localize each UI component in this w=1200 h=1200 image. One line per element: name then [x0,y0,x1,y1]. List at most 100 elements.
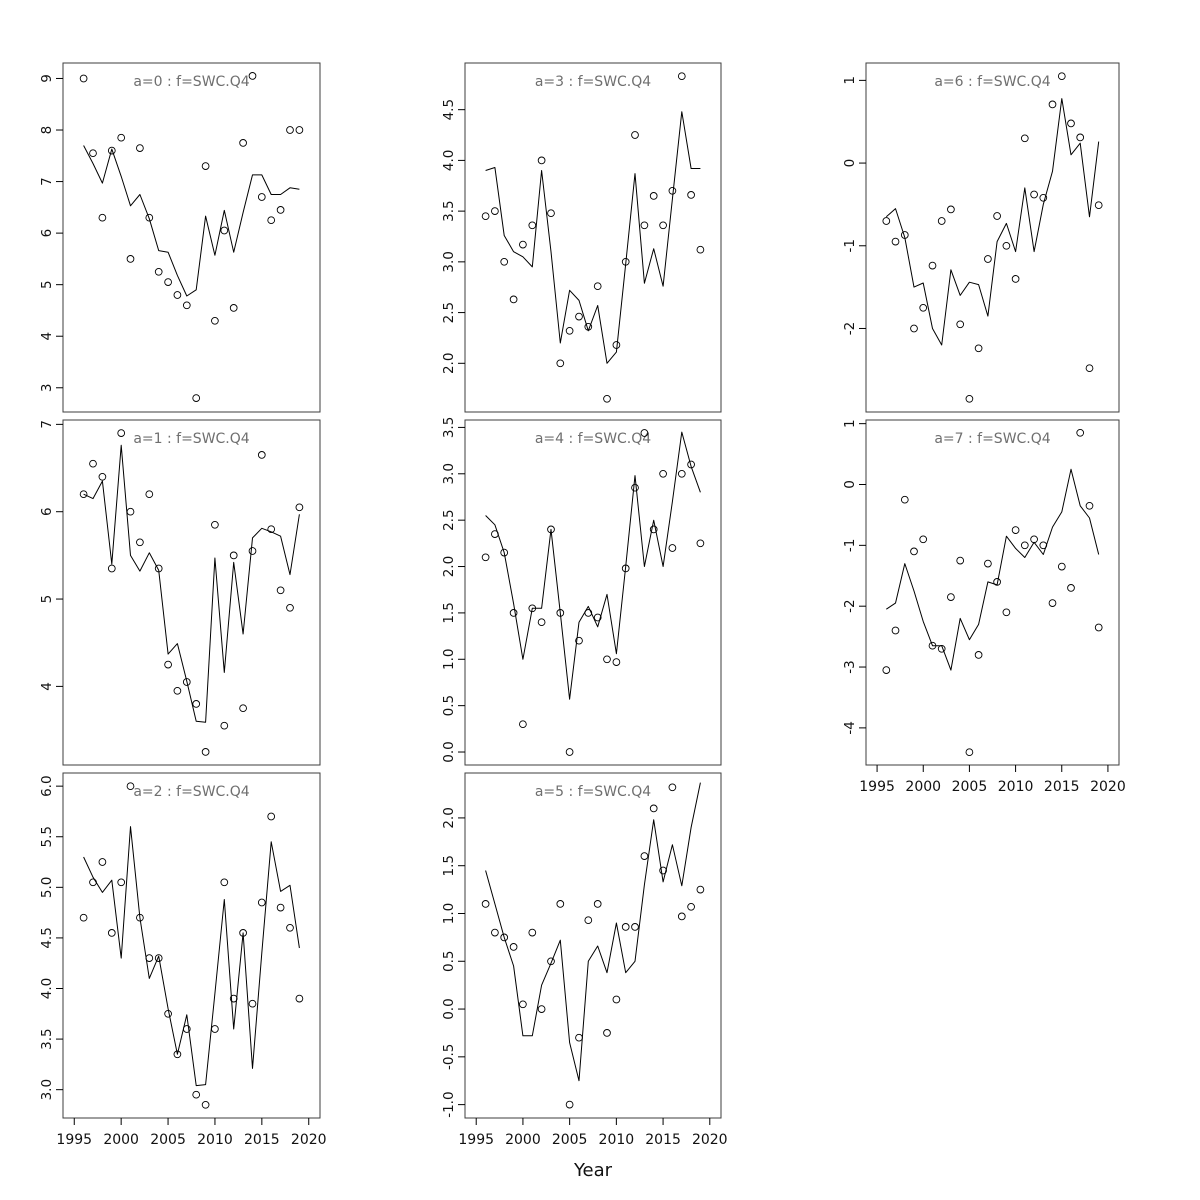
x-tick-label: 2000 [505,1132,541,1148]
y-tick-label: 3.0 [441,463,457,484]
scatter-points [481,783,705,1109]
data-point [519,1000,527,1009]
data-point [947,593,955,601]
panel-title: a=7 : f=SWC.Q4 [934,431,1050,447]
data-point [1030,190,1038,199]
x-tick-label: 2005 [552,1132,588,1148]
data-point [154,564,163,573]
x-tick-label: 1995 [56,1132,92,1148]
y-tick-label: -2 [842,322,858,335]
y-tick-label: 0.5 [441,695,457,716]
data-point [107,929,116,937]
data-point [677,469,686,478]
y-tick-label: 0 [842,159,858,168]
data-point [974,651,983,659]
data-point [631,923,639,931]
y-tick-label: 0.5 [441,951,457,972]
data-point [928,641,937,650]
y-axis: -4 -3 -2 -1 0 1 [842,419,866,735]
y-tick-label: 3.5 [441,200,457,221]
data-point [1002,608,1011,617]
y-tick-label: 6 [39,507,55,516]
data-point [79,74,88,83]
fit-line [485,111,701,364]
data-point [211,520,219,529]
x-axis: 1995 2000 2005 2010 2015 2020 [56,1118,327,1148]
data-point [900,231,909,239]
data-point [687,902,695,911]
y-tick-label: 3.0 [441,251,457,272]
y-tick-label: 6 [39,229,55,238]
data-point [621,923,630,931]
y-axis: 4 5 6 7 [39,420,63,691]
scatter-points [481,429,705,756]
data-point [201,748,210,756]
x-tick-label: 2015 [244,1132,280,1148]
data-point [928,261,937,270]
data-point [1039,193,1048,202]
data-point [956,320,965,329]
x-tick-label: 2010 [998,779,1034,795]
data-point [182,678,191,686]
data-point [1057,72,1066,81]
scatter-points [882,428,1103,757]
data-point [1094,201,1103,210]
data-point [220,226,229,235]
y-tick-label: -1.0 [441,1091,457,1117]
y-tick-label: 5.5 [39,826,55,847]
data-point [201,1100,210,1109]
fit-line [886,468,1100,671]
x-tick-label: 1995 [458,1132,494,1148]
panel-a1: 4 5 6 7 a=1 : f=SWC.Q4 [39,419,321,766]
data-point [500,933,509,942]
data-point [993,212,1001,220]
data-point [537,156,546,165]
y-tick-label: 9 [39,74,55,83]
data-point [649,804,658,813]
data-point [107,146,116,155]
panel-title: a=1 : f=SWC.Q4 [133,431,249,447]
panel-a0: 3 4 5 6 7 8 9 a=0 : f=SWC.Q4 [39,62,321,413]
x-tick-label: 2010 [599,1132,635,1148]
y-axis: 0.0 0.5 1.0 1.5 2.0 2.5 3.0 3.5 [441,417,465,763]
data-point [164,660,172,669]
x-tick-label: 2005 [150,1132,186,1148]
data-point [668,783,677,792]
y-tick-label: 7 [39,420,55,429]
data-point [211,1025,219,1033]
panel-title: a=5 : f=SWC.Q4 [535,784,651,800]
panel-title: a=4 : f=SWC.Q4 [535,431,651,447]
data-point [481,900,490,908]
data-point [239,139,247,147]
data-point [659,221,667,230]
panel-border [464,419,722,766]
data-point [267,216,276,225]
data-point [882,217,891,225]
fit-line [485,431,701,700]
panel-border [865,419,1120,766]
data-point [575,1033,583,1042]
panel-title: a=0 : f=SWC.Q4 [133,74,249,90]
data-point [267,812,276,821]
data-point [575,636,583,645]
data-point [556,359,565,368]
y-tick-label: -3 [842,660,858,673]
panel-title: a=3 : f=SWC.Q4 [535,74,651,90]
x-tick-label: 2020 [291,1132,327,1148]
data-point [126,507,135,516]
data-point [136,913,144,922]
y-tick-label: 0 [842,480,858,489]
y-tick-label: -1 [842,539,858,552]
data-point [79,490,88,499]
fit-line [485,782,701,1082]
data-point [98,213,107,222]
data-point [248,999,257,1008]
scatter-points [79,782,304,1109]
data-point [593,900,602,908]
data-point [154,954,163,962]
data-point [229,551,238,560]
fit-line [885,98,1100,346]
data-point [1048,599,1057,607]
data-point [182,1025,191,1033]
